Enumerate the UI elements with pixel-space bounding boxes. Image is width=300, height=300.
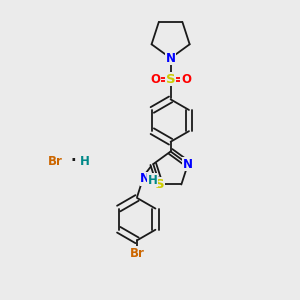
- Text: N: N: [183, 158, 193, 171]
- Text: H: H: [80, 155, 90, 168]
- Text: O: O: [150, 73, 160, 86]
- Text: N: N: [140, 172, 150, 185]
- Text: S: S: [166, 73, 175, 86]
- Text: Br: Br: [130, 247, 145, 260]
- Text: O: O: [181, 73, 191, 86]
- Text: S: S: [155, 178, 165, 191]
- Text: Br: Br: [48, 155, 63, 168]
- Text: ·: ·: [70, 153, 76, 168]
- Text: H: H: [147, 174, 157, 187]
- Text: N: N: [166, 52, 176, 64]
